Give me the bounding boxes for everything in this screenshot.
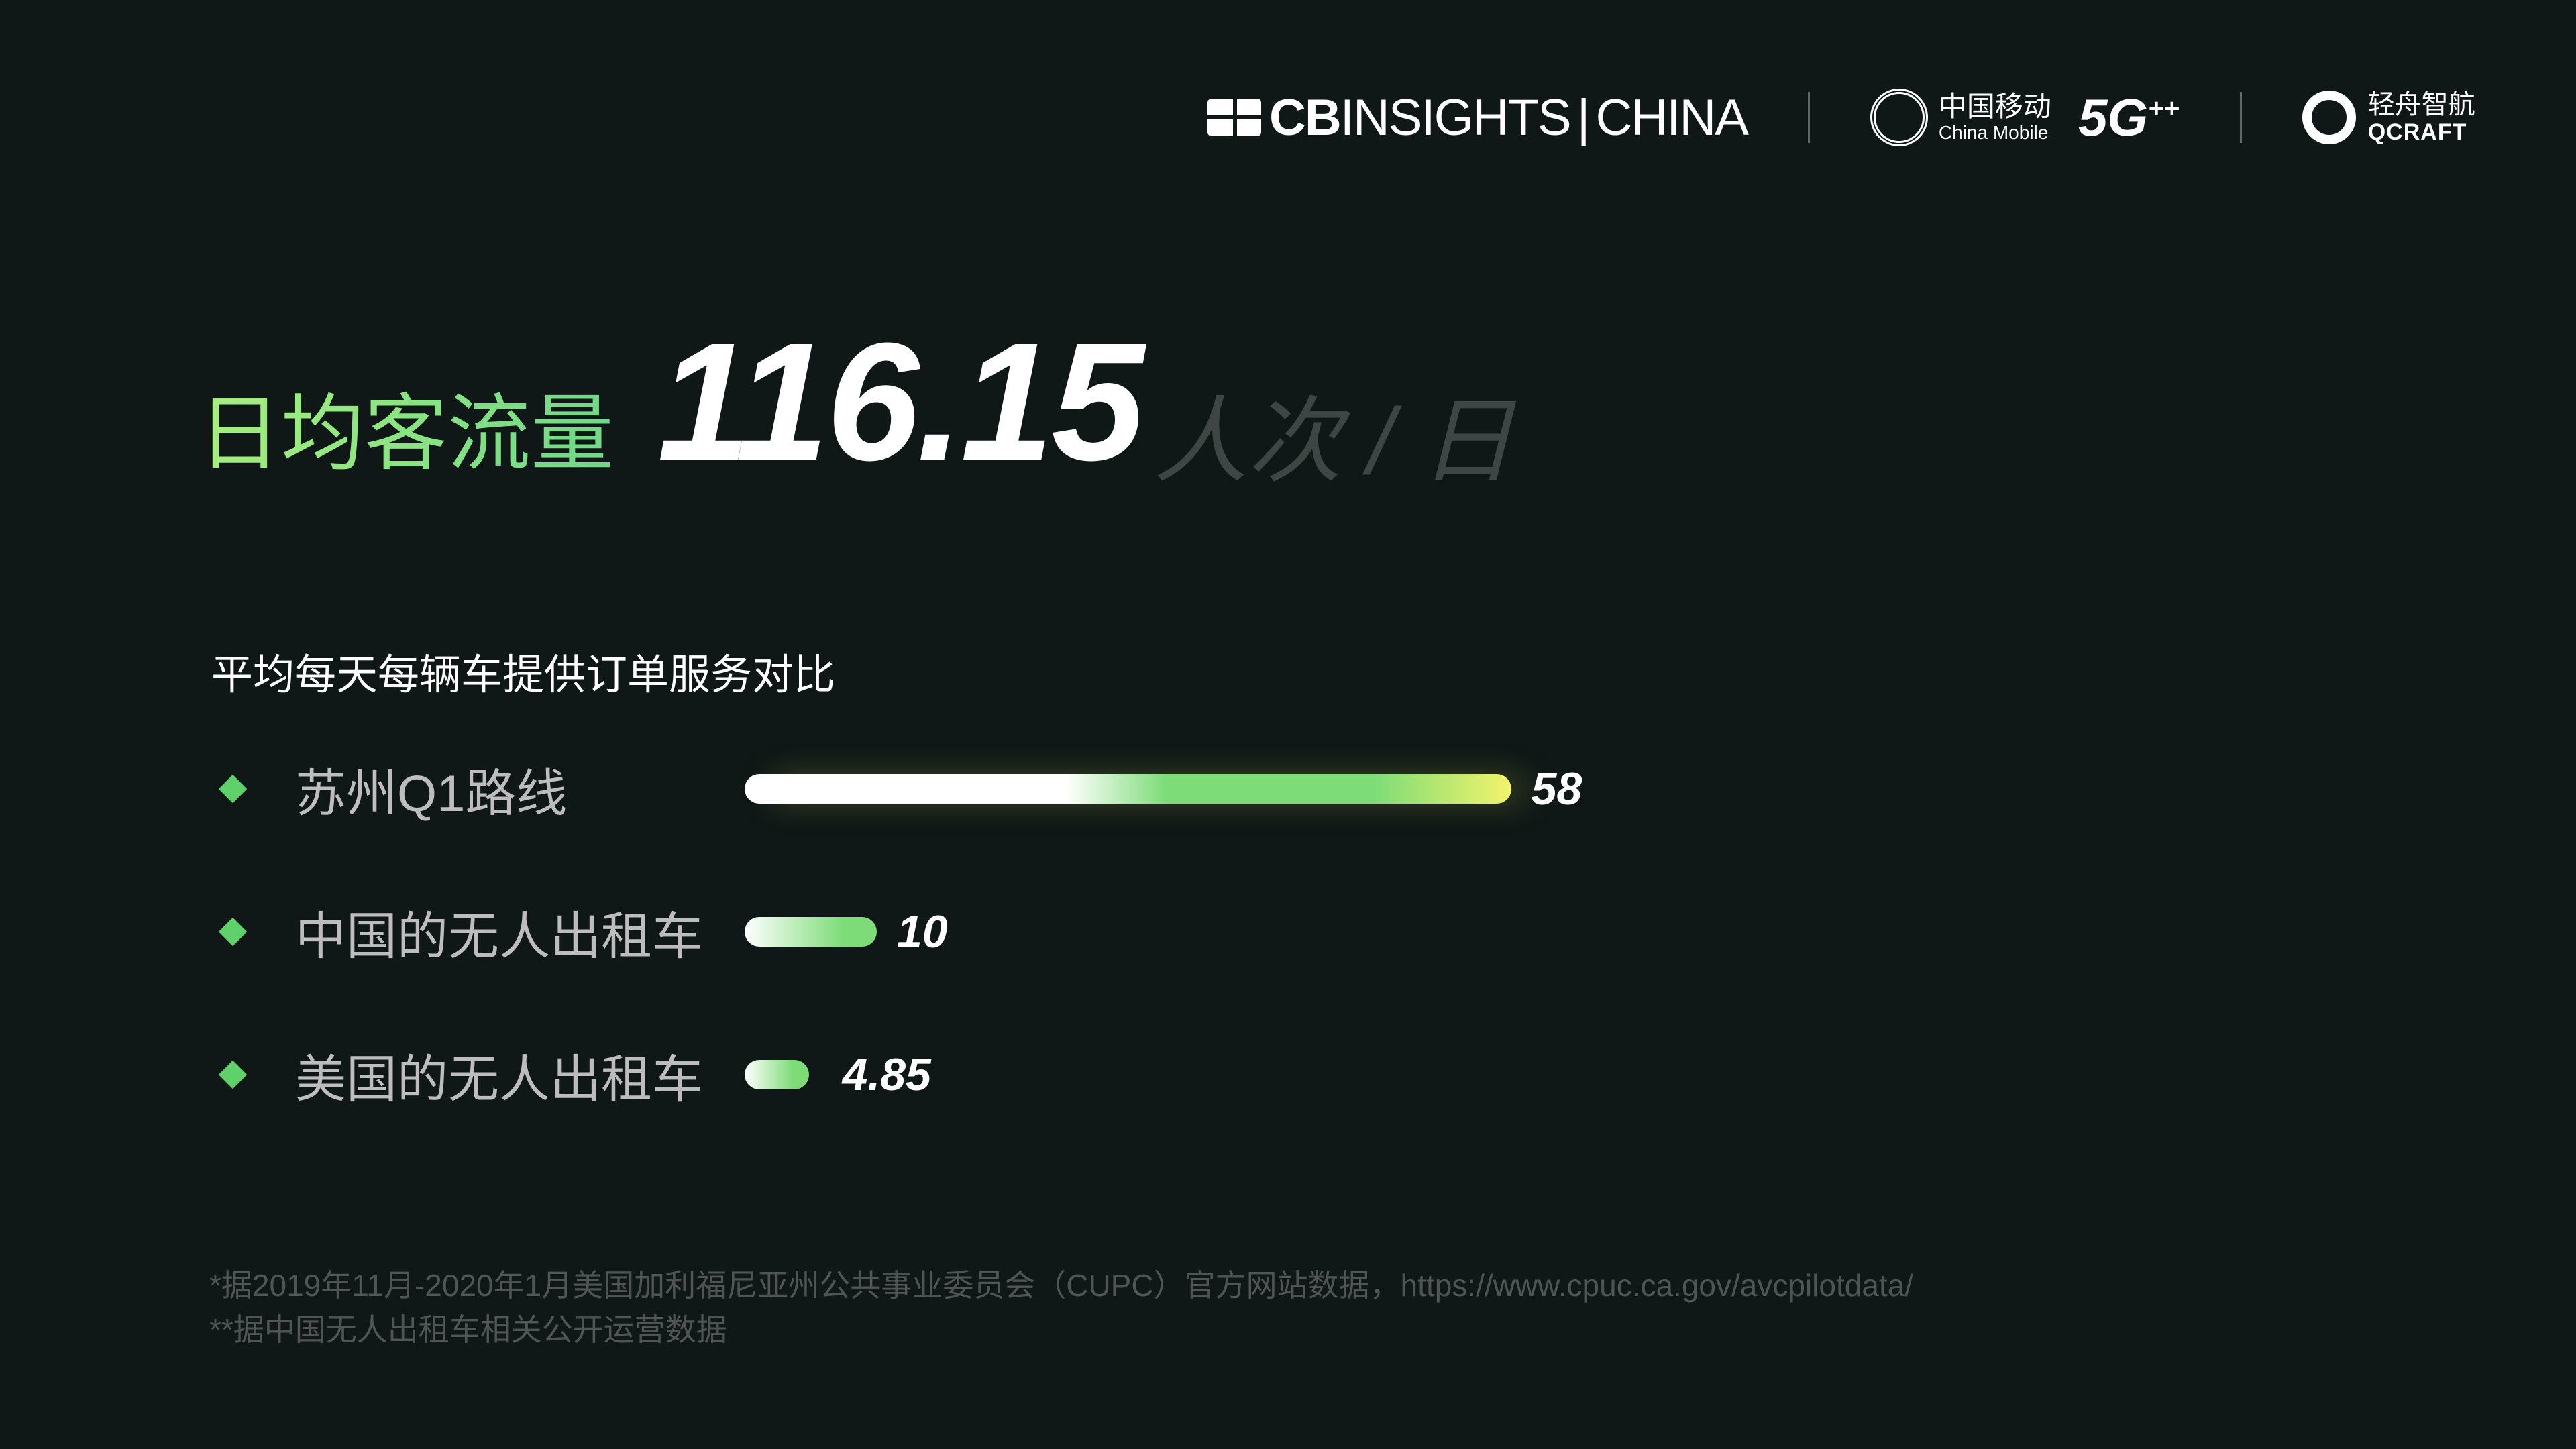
- logo-text: ++: [2148, 93, 2180, 123]
- bar: [745, 1060, 809, 1089]
- logo-text: 5G: [2078, 87, 2148, 147]
- headline-label: 日均客流量: [198, 366, 614, 486]
- 5g-logo: 5G++: [2078, 87, 2180, 148]
- china-mobile-logo: 中国移动 China Mobile 5G++: [1870, 87, 2180, 148]
- cb-insights-mark-icon: [1208, 99, 1261, 136]
- footnote: **据中国无人出租车相关公开运营数据: [209, 1312, 727, 1347]
- bar: [745, 917, 877, 947]
- comparison-row: 苏州Q1路线 58: [215, 749, 1582, 829]
- bar-value: 58: [1531, 763, 1582, 814]
- comparison-row: 美国的无人出租车 4.85: [215, 1034, 931, 1115]
- header-logos: CB INSIGHTS | CHINA 中国移动 China Mobile 5G…: [1208, 74, 2475, 161]
- logo-text: 轻舟智航: [2367, 90, 2475, 119]
- row-label: 苏州Q1路线: [295, 765, 568, 822]
- bar-value: 4.85: [842, 1049, 931, 1100]
- logo-text: CB: [1269, 89, 1342, 146]
- row-label: 中国的无人出租车: [295, 908, 703, 965]
- comparison-title: 平均每天每辆车提供订单服务对比: [211, 652, 836, 698]
- headline-value: 116.15: [657, 308, 1144, 495]
- cb-insights-china-logo: CB INSIGHTS | CHINA: [1208, 89, 1749, 147]
- bar: [745, 774, 1511, 804]
- qcraft-mark-icon: [2302, 91, 2356, 144]
- bar-value: 10: [897, 906, 948, 957]
- logo-text: INSIGHTS: [1340, 89, 1572, 146]
- bullet-diamond-icon: [218, 774, 248, 804]
- footnote: *据2019年11月-2020年1月美国加利福尼亚州公共事业委员会（CUPC）官…: [209, 1268, 1914, 1303]
- bullet-diamond-icon: [218, 917, 248, 947]
- china-mobile-mark-icon: [1870, 89, 1928, 146]
- comparison-row: 中国的无人出租车 10: [215, 892, 948, 972]
- logo-sep: |: [1576, 89, 1591, 146]
- logo-text: CHINA: [1595, 89, 1748, 146]
- qcraft-logo: 轻舟智航 QCRAFT: [2302, 91, 2475, 144]
- logo-text: 中国移动: [1938, 91, 2051, 122]
- row-label: 美国的无人出租车: [295, 1051, 703, 1108]
- divider: [1807, 92, 1810, 143]
- logo-text: QCRAFT: [2367, 119, 2467, 145]
- logo-text: China Mobile: [1938, 122, 2049, 143]
- divider: [2239, 92, 2242, 143]
- headline-unit: 人次 / 日: [1154, 388, 1514, 494]
- bullet-diamond-icon: [218, 1060, 248, 1089]
